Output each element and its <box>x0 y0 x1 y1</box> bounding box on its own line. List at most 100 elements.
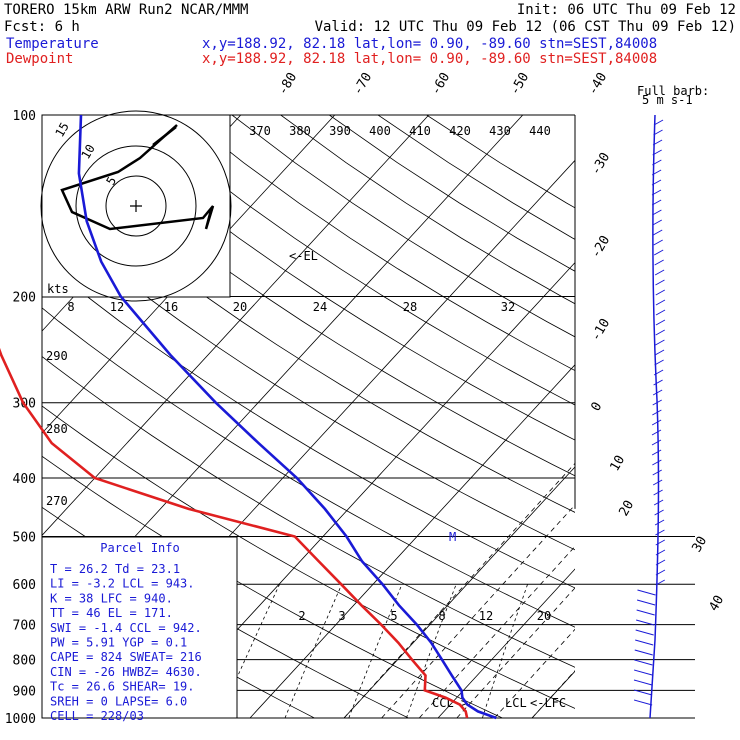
wind-barb <box>652 149 662 156</box>
parcel-row: K = 38 LFC = 940. <box>50 591 173 605</box>
el-marker: <-EL <box>289 249 318 263</box>
mixing-ratio-line <box>348 584 403 718</box>
wind-barb <box>653 119 664 126</box>
hodograph-ring <box>75 145 197 267</box>
parcel-row: CIN = -26 HWBZ= 4630. <box>50 665 202 679</box>
wind-scale-unit: 5 m s-1 <box>642 93 693 107</box>
isotherm-line <box>626 115 740 718</box>
wind-barb <box>654 359 664 366</box>
wind-barb <box>655 329 665 336</box>
dry-adiabat <box>42 259 575 589</box>
wind-barb <box>636 599 656 606</box>
parcel-title: Parcel Info <box>100 541 179 555</box>
legend-temperature: Temperature <box>6 36 99 52</box>
header-line1-right: Init: 06 UTC Thu 09 Feb 12 <box>517 2 736 18</box>
wind-barb <box>652 469 662 476</box>
isotherm-label: -10 <box>588 316 613 344</box>
theta-label: 390 <box>329 124 351 138</box>
isotherm-line <box>720 115 740 718</box>
legend-dewpoint: Dewpoint <box>6 51 73 67</box>
wind-barb <box>633 679 653 686</box>
wind-barb <box>652 219 663 226</box>
isotherm-line <box>249 364 575 718</box>
parcel-row: CELL = 228/03 <box>50 709 144 723</box>
isotherm-label: 10 <box>607 453 628 474</box>
header-line1-left: TORERO 15km ARW Run2 NCAR/MMM <box>4 2 248 18</box>
hodograph-ring <box>40 110 232 302</box>
parcel-row: T = 26.2 Td = 23.1 <box>50 562 180 576</box>
theta-label: 430 <box>489 124 511 138</box>
wind-barb <box>655 299 666 306</box>
mixing-ratio-label: 8 <box>438 609 445 623</box>
parcel-frame <box>41 536 238 719</box>
wind-barb <box>637 589 656 596</box>
wind-barb <box>651 179 662 186</box>
wind-barb <box>655 309 666 316</box>
m-marker: M <box>449 530 456 544</box>
isotherm-label: -70 <box>350 70 375 98</box>
isotherm-line <box>437 568 575 718</box>
dry-adiabat <box>42 118 575 477</box>
dry-adiabat-label: 280 <box>46 422 68 436</box>
parcel-row: LI = -3.2 LCL = 943. <box>50 577 195 591</box>
parcel-row: SWI = -1.4 CCL = 942. <box>50 621 202 635</box>
wind-barb <box>635 629 654 636</box>
moist-adiabat <box>381 504 575 718</box>
temperature-profile <box>77 114 497 720</box>
wind-barb <box>651 419 662 426</box>
dry-adiabat <box>183 115 575 372</box>
hodograph-ring <box>105 175 167 237</box>
wind-barb <box>654 349 665 356</box>
pressure-tick-label: 900 <box>13 684 36 699</box>
parcel-row: PW = 5.91 YGP = 0.1 <box>50 636 187 650</box>
mixing-ratio-label: 12 <box>479 609 493 623</box>
isotherm-label: 20 <box>616 498 637 519</box>
profiles-layer <box>0 114 497 720</box>
pressure-tick-label: 100 <box>13 109 36 124</box>
isotherm-line <box>343 466 575 718</box>
dry-adiabat <box>42 165 575 513</box>
wind-barb <box>653 129 663 136</box>
wind-barb <box>636 609 655 616</box>
moist-adiabat <box>456 587 575 718</box>
isotherm-label: -40 <box>585 70 610 98</box>
theta-label: 410 <box>409 124 431 138</box>
dry-adiabat <box>85 115 575 441</box>
wind-barb <box>651 169 662 176</box>
dry-adiabat <box>42 405 575 709</box>
parcel-row: CAPE = 824 SWEAT= 216 <box>50 650 202 664</box>
ccl-marker: CCL-> <box>432 696 468 710</box>
mixing-ratio-label: 16 <box>164 300 178 314</box>
mixing-ratio-label: 32 <box>501 300 515 314</box>
theta-label: 380 <box>289 124 311 138</box>
wind-barb <box>633 689 653 696</box>
wind-barb <box>655 319 666 326</box>
wind-barb <box>652 479 663 486</box>
pressure-tick-label: 800 <box>13 654 36 669</box>
wind-barb <box>654 259 664 266</box>
hodograph-ring-label: 10 <box>78 142 97 162</box>
wind-barb <box>655 559 666 566</box>
hodograph-trace <box>60 124 215 231</box>
dry-adiabat <box>280 115 575 305</box>
mixing-ratio-label: 20 <box>233 300 247 314</box>
wind-barb <box>652 409 662 416</box>
wind-barb <box>634 659 653 666</box>
isotherm-label: -80 <box>275 70 300 98</box>
mixing-ratio-label: 2 <box>298 609 305 623</box>
wind-barb <box>636 619 655 626</box>
parcel-info-box: Parcel Info T = 26.2 Td = 23.1LI = -3.2 L… <box>41 536 238 723</box>
grid-layer <box>41 114 740 719</box>
isotherm-label: 40 <box>706 593 727 614</box>
moist-adiabat <box>494 628 575 718</box>
wind-barb <box>655 279 665 286</box>
pressure-tick-label: 200 <box>13 291 36 306</box>
dry-adiabat <box>42 307 575 628</box>
isotherm-label: -20 <box>588 233 613 261</box>
wind-barb <box>653 239 663 246</box>
wind-barb <box>655 579 666 586</box>
pressure-tick-label: 700 <box>13 619 36 634</box>
location-blue: x,y=188.92, 82.18 lat,lon= 0.90, -89.60 … <box>202 36 657 52</box>
dry-adiabat <box>329 115 575 272</box>
